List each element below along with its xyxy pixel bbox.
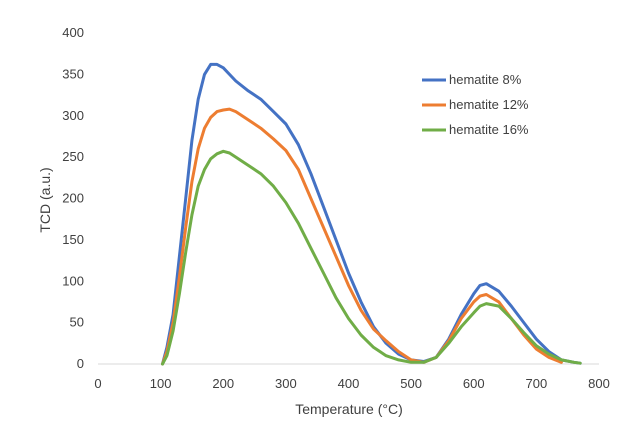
x-tick-label: 700	[526, 376, 548, 391]
y-tick-label: 150	[62, 232, 84, 247]
y-tick-label: 50	[70, 315, 84, 330]
axes: 0 100 200 300 400 500 600 700 800 0 50 100 150 200 250…	[62, 25, 610, 391]
legend: hematite 8% hematite 12% hematite 16%	[422, 72, 529, 137]
legend-label-2: hematite 12%	[449, 97, 529, 112]
x-tick-label: 800	[588, 376, 610, 391]
y-tick-label: 0	[77, 356, 84, 371]
x-tick-label: 400	[338, 376, 360, 391]
x-tick-label: 0	[94, 376, 101, 391]
x-tick-label: 500	[400, 376, 422, 391]
y-tick-label: 100	[62, 273, 84, 288]
legend-label-1: hematite 8%	[449, 72, 522, 87]
x-axis-title: Temperature (°C)	[295, 401, 403, 417]
series-line-2	[161, 107, 563, 366]
y-axis-title: TCD (a.u.)	[37, 167, 53, 232]
y-tick-label: 200	[62, 191, 84, 206]
series-line-1	[161, 62, 582, 366]
x-tick-label: 300	[275, 376, 297, 391]
y-tick-label: 350	[62, 66, 84, 81]
series-line-3	[161, 149, 582, 366]
x-tick-label: 200	[212, 376, 234, 391]
x-tick-label: 100	[150, 376, 172, 391]
legend-label-3: hematite 16%	[449, 122, 529, 137]
plot-lines	[161, 62, 582, 366]
x-tick-label: 600	[463, 376, 485, 391]
y-tick-label: 400	[62, 25, 84, 40]
y-tick-label: 300	[62, 108, 84, 123]
y-tick-label: 250	[62, 149, 84, 164]
